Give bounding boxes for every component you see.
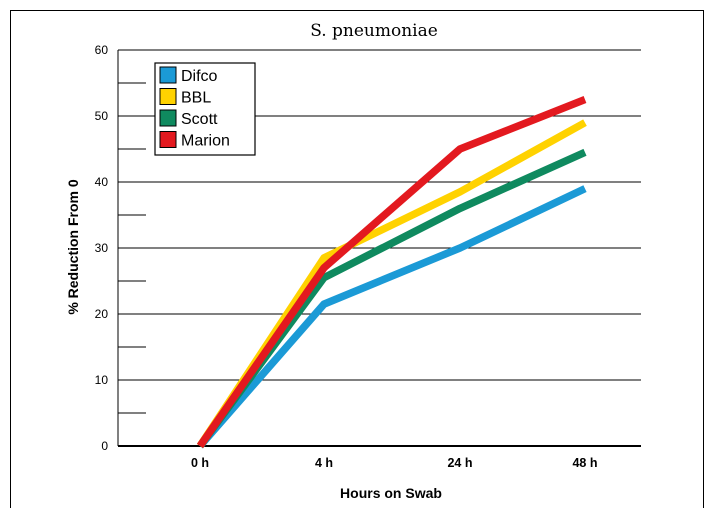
legend-label-difco: Difco [181,68,218,85]
series-line-marion [196,96,587,449]
x-axis-label: Hours on Swab [340,485,442,501]
legend-label-scott: Scott [181,111,218,128]
series-line-scott [196,148,587,449]
series-line-bbl [196,119,587,449]
x-tick-label: 4 h [315,456,333,470]
y-tick-label: 50 [95,109,109,123]
legend-label-marion: Marion [181,133,230,150]
x-tick-label: 48 h [572,456,597,470]
y-tick-label: 60 [95,43,109,57]
legend: Difco BBL Scott Marion [154,62,256,156]
legend-swatch-bbl [159,88,177,105]
y-tick-label: 30 [95,241,109,255]
y-axis-label: % Reduction From 0 [65,179,81,315]
chart-title: S. pneumoniae [310,21,438,41]
y-tick-label: 20 [95,307,109,321]
x-tick-label: 24 h [447,456,472,470]
y-tick-label: 0 [101,439,108,453]
x-tick-label: 0 h [191,456,209,470]
legend-label-bbl: BBL [181,90,211,107]
y-tick-labels: 0 10 20 30 40 50 60 [95,43,109,453]
legend-swatch-scott [159,109,177,127]
y-tick-label: 40 [95,175,109,189]
series-line-difco [197,185,587,449]
legend-swatch-marion [159,131,177,148]
series-lines [196,96,587,449]
chart-frame [10,10,704,508]
x-tick-labels: 0 h 4 h 24 h 48 h [191,456,598,470]
legend-swatch-difco [159,66,177,84]
y-tick-label: 10 [95,373,109,387]
